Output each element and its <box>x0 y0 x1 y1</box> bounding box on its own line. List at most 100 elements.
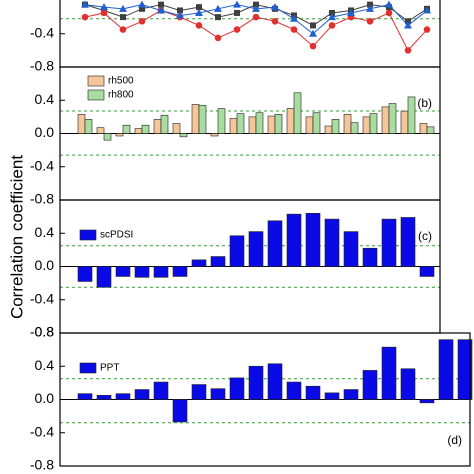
bar <box>255 112 264 134</box>
marker <box>139 5 145 12</box>
marker <box>271 3 279 11</box>
panel-label: (b) <box>417 96 432 110</box>
bar <box>229 377 245 400</box>
marker <box>233 0 241 8</box>
marker <box>177 7 183 14</box>
bar <box>381 346 397 400</box>
bar <box>236 113 245 134</box>
marker <box>100 3 108 11</box>
bar <box>77 266 93 282</box>
legend-label: rh500 <box>108 76 134 87</box>
marker <box>195 8 203 16</box>
bar <box>141 124 150 134</box>
marker <box>215 14 221 21</box>
bar <box>419 266 435 277</box>
legend-label: scPDSI <box>100 230 133 241</box>
bar <box>305 116 314 134</box>
marker <box>405 18 411 25</box>
y-tick-label: 0.0 <box>35 390 55 406</box>
marker <box>404 47 412 54</box>
bar <box>293 92 302 134</box>
marker <box>271 17 279 25</box>
marker <box>329 9 335 16</box>
bar <box>324 392 340 400</box>
marker <box>309 42 317 50</box>
marker <box>176 11 184 19</box>
marker <box>252 13 260 21</box>
bar <box>103 133 112 141</box>
bar <box>248 116 257 134</box>
bar <box>286 213 302 267</box>
y-tick-label: -0.8 <box>30 324 54 340</box>
marker <box>100 9 108 17</box>
marker <box>195 22 203 29</box>
bar <box>115 266 131 277</box>
bar <box>134 266 150 278</box>
marker <box>310 22 316 29</box>
marker <box>290 14 298 22</box>
bar <box>191 259 207 267</box>
bar <box>350 122 359 134</box>
bar <box>362 247 378 267</box>
bar <box>286 381 302 400</box>
marker <box>138 17 146 25</box>
y-tick-label: -0.8 <box>30 191 54 207</box>
marker <box>233 26 241 33</box>
legend-label: rh800 <box>108 90 134 101</box>
bar <box>248 365 264 400</box>
bar <box>153 381 169 400</box>
bar <box>172 266 188 277</box>
bar <box>400 368 416 400</box>
y-tick-label: 0.4 <box>35 224 55 240</box>
bar <box>229 235 245 267</box>
marker <box>385 9 393 17</box>
marker <box>328 22 336 29</box>
marker <box>214 4 222 12</box>
bar <box>84 119 93 134</box>
bar <box>426 126 435 134</box>
marker <box>253 1 259 8</box>
bar <box>134 389 150 400</box>
bar <box>419 123 428 134</box>
y-tick-label: -0.4 <box>30 24 54 40</box>
legend-swatch <box>79 362 97 374</box>
marker <box>309 29 317 37</box>
bar <box>229 118 238 134</box>
bar <box>324 218 340 267</box>
marker <box>196 4 202 11</box>
marker <box>423 6 431 14</box>
bar <box>400 217 416 267</box>
bar <box>343 389 359 400</box>
marker <box>328 13 336 21</box>
y-axis-label: Correlation coefficient <box>7 155 26 319</box>
y-tick-label: -0.8 <box>30 457 54 473</box>
bar <box>191 384 207 400</box>
bar <box>362 116 371 134</box>
legend-swatch <box>79 229 97 241</box>
bar <box>457 339 473 400</box>
marker <box>214 34 222 42</box>
bar <box>305 213 321 267</box>
marker <box>158 1 164 8</box>
y-tick-label: -0.4 <box>30 290 54 306</box>
y-tick-label: 0.4 <box>35 357 55 373</box>
marker <box>157 6 165 14</box>
bar <box>407 96 416 134</box>
marker <box>423 26 431 33</box>
bar <box>267 363 283 400</box>
bar <box>267 220 283 267</box>
y-tick-label: 0.0 <box>35 124 55 140</box>
bar <box>77 393 93 400</box>
bar <box>96 266 112 288</box>
legend-swatch <box>87 89 105 101</box>
bar <box>96 127 105 134</box>
marker <box>366 4 374 12</box>
bar <box>312 112 321 134</box>
marker <box>119 4 127 12</box>
marker <box>119 26 127 33</box>
bar <box>305 385 321 400</box>
bar <box>179 133 188 138</box>
bar <box>369 113 378 134</box>
y-tick-label: 0.0 <box>35 257 55 273</box>
marker <box>367 1 373 8</box>
